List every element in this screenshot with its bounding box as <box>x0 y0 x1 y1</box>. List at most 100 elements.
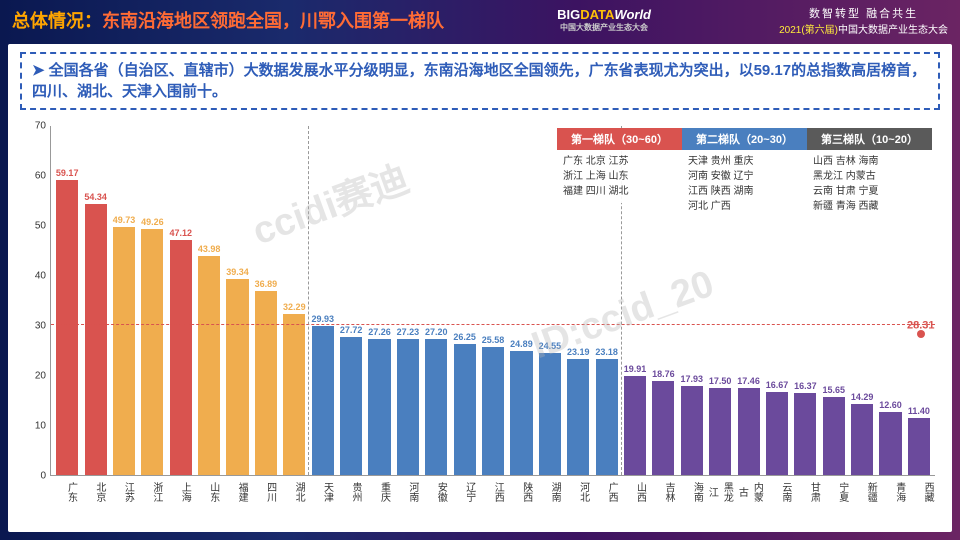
bar <box>709 388 731 475</box>
x-label: 广东 <box>50 476 78 506</box>
bar-value: 36.89 <box>255 279 278 289</box>
y-tick: 70 <box>35 121 46 132</box>
legend-header: 第三梯队（10~20） <box>807 128 932 150</box>
x-label: 湖北 <box>278 476 306 506</box>
x-label: 上海 <box>164 476 192 506</box>
legend-tier: 第三梯队（10~20）山西 吉林 海南 黑龙江 内蒙古 云南 甘肃 宁夏 新疆 … <box>807 128 932 218</box>
x-label: 云南 <box>764 476 792 506</box>
bar-江西: 25.58 <box>479 126 507 475</box>
bar-山东: 43.98 <box>195 126 223 475</box>
bar-北京: 54.34 <box>81 126 109 475</box>
page-title: 总体情况：东南沿海地区领跑全国，川鄂入围第一梯队 <box>12 7 444 33</box>
bar <box>255 291 277 475</box>
bar <box>596 359 618 475</box>
x-axis-labels: 广东北京江苏浙江上海山东福建四川湖北天津贵州重庆河南安徽辽宁江西陕西湖南河北广西… <box>50 476 935 506</box>
bar-value: 19.91 <box>624 364 647 374</box>
x-label: 宁夏 <box>821 476 849 506</box>
x-label: 重庆 <box>363 476 391 506</box>
threshold-line <box>51 324 935 325</box>
description-text: 全国各省（自治区、直辖市）大数据发展水平分级明显，东南沿海地区全国领先，广东省表… <box>32 62 926 100</box>
bar-value: 39.34 <box>226 267 249 277</box>
bar <box>368 339 390 475</box>
y-tick: 40 <box>35 271 46 282</box>
bar <box>198 256 220 475</box>
x-label: 四川 <box>249 476 277 506</box>
bar-value: 14.29 <box>851 392 874 402</box>
bar-辽宁: 26.25 <box>450 126 478 475</box>
bar <box>823 397 845 475</box>
bar-value: 29.93 <box>311 314 334 324</box>
x-label: 江西 <box>477 476 505 506</box>
bar-河南: 27.23 <box>394 126 422 475</box>
y-tick: 10 <box>35 421 46 432</box>
y-axis: 010203040506070 <box>20 126 50 476</box>
bar <box>56 180 78 475</box>
bar <box>624 376 646 475</box>
bar <box>794 393 816 475</box>
bar-value: 11.40 <box>908 406 930 416</box>
header-meta: 数智转型 融合共生 2021(第六届)中国大数据产业生态大会 <box>779 5 948 36</box>
content: ➤全国各省（自治区、直辖市）大数据发展水平分级明显，东南沿海地区全国领先，广东省… <box>8 44 952 532</box>
x-label: 天津 <box>306 476 334 506</box>
x-label: 北京 <box>78 476 106 506</box>
bar-value: 43.98 <box>198 244 221 254</box>
x-label: 山西 <box>619 476 647 506</box>
y-tick: 20 <box>35 371 46 382</box>
bar <box>851 404 873 475</box>
bar <box>312 326 334 475</box>
bar-value: 27.72 <box>340 325 363 335</box>
y-tick: 50 <box>35 221 46 232</box>
x-label: 浙江 <box>135 476 163 506</box>
x-label: 内蒙古 <box>734 476 764 506</box>
x-label: 青海 <box>878 476 906 506</box>
x-label: 甘肃 <box>793 476 821 506</box>
legend-header: 第二梯队（20~30） <box>682 128 807 150</box>
bar-value: 25.58 <box>482 335 505 345</box>
bar-安徽: 27.20 <box>422 126 450 475</box>
title-main: 东南沿海地区领跑全国，川鄂入围第一梯队 <box>102 11 444 31</box>
bar <box>141 229 163 475</box>
bar-江苏: 49.73 <box>110 126 138 475</box>
bar-value: 18.76 <box>652 369 675 379</box>
bar-value: 16.37 <box>794 381 817 391</box>
x-label: 广西 <box>591 476 619 506</box>
bar-value: 24.55 <box>539 341 562 351</box>
bar-value: 23.18 <box>595 347 618 357</box>
x-label: 江苏 <box>107 476 135 506</box>
bar <box>738 388 760 475</box>
bar <box>539 353 561 475</box>
x-label: 河北 <box>562 476 590 506</box>
x-label: 黑龙江 <box>704 476 734 506</box>
x-label: 湖南 <box>534 476 562 506</box>
bar-上海: 47.12 <box>167 126 195 475</box>
bar <box>567 359 589 475</box>
title-prefix: 总体情况： <box>12 11 102 31</box>
x-label: 辽宁 <box>448 476 476 506</box>
bar-value: 59.17 <box>56 168 79 178</box>
y-tick: 30 <box>35 321 46 332</box>
bar <box>879 412 901 475</box>
legend-tier: 第一梯队（30~60）广东 北京 江苏 浙江 上海 山东 福建 四川 湖北 <box>557 128 682 218</box>
legend-items: 广东 北京 江苏 浙江 上海 山东 福建 四川 湖北 <box>557 150 682 203</box>
x-label: 海南 <box>676 476 704 506</box>
bar <box>113 227 135 475</box>
y-tick: 0 <box>40 471 46 482</box>
bar-value: 54.34 <box>84 192 107 202</box>
arrow-icon: ➤ <box>32 62 45 79</box>
bar-湖北: 32.29 <box>280 126 308 475</box>
legend-tier: 第二梯队（20~30）天津 贵州 重庆 河南 安徽 辽宁 江西 陕西 湖南 河北… <box>682 128 807 218</box>
logo: BIGDATAWorld 中国大数据产业生态大会 <box>557 7 651 33</box>
bar <box>397 339 419 475</box>
bar <box>681 386 703 475</box>
bar-重庆: 27.26 <box>365 126 393 475</box>
bar <box>283 314 305 475</box>
bar-四川: 36.89 <box>252 126 280 475</box>
x-label: 陕西 <box>505 476 533 506</box>
bar-value: 24.89 <box>510 339 533 349</box>
x-label: 安徽 <box>420 476 448 506</box>
x-label: 福建 <box>221 476 249 506</box>
bar-value: 23.19 <box>567 347 590 357</box>
x-label: 河南 <box>391 476 419 506</box>
legend-header: 第一梯队（30~60） <box>557 128 682 150</box>
bar-浙江: 49.26 <box>138 126 166 475</box>
